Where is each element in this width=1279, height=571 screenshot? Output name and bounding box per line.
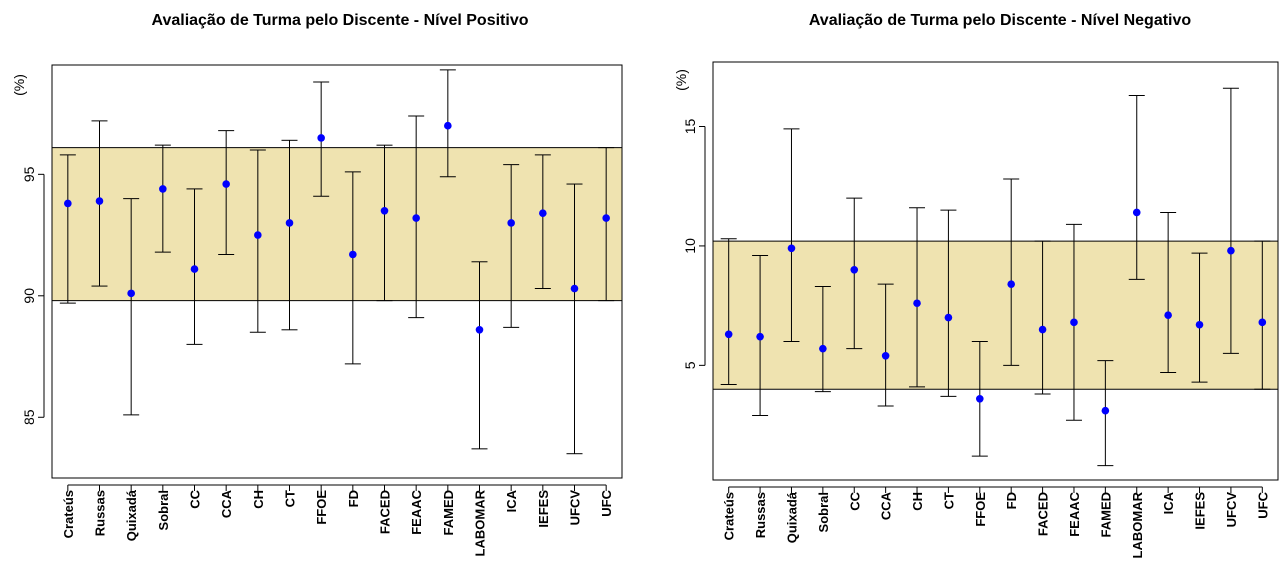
x-tick-label: CC	[188, 489, 203, 508]
x-tick-label: UFC	[1255, 491, 1270, 518]
x-tick-label: CT	[283, 490, 298, 507]
x-tick-label: LABOMAR	[1130, 491, 1145, 558]
chart-negative: Avaliação de Turma pelo Discente - Nível…	[673, 12, 1279, 558]
x-tick-label: LABOMAR	[473, 489, 488, 556]
data-point	[913, 299, 921, 308]
y-tick-label: 15	[682, 118, 698, 134]
x-tick-label: FAMED	[441, 490, 456, 536]
x-tick-label: Russas	[753, 492, 768, 538]
reference-band	[713, 241, 1278, 390]
x-tick-label: FEAAC	[409, 489, 424, 534]
x-tick-label: FD	[346, 490, 361, 507]
x-tick-label: IEFES	[1193, 492, 1208, 530]
x-tick-label: FACED	[1036, 492, 1051, 536]
data-point	[444, 121, 452, 130]
data-point	[507, 219, 515, 227]
data-point	[1227, 246, 1235, 255]
y-axis-unit: (%)	[11, 74, 27, 96]
x-tick-label: Crateús	[722, 492, 737, 540]
chart-title: Avaliação de Turma pelo Discente - Nível…	[151, 12, 528, 29]
data-point	[412, 214, 420, 222]
x-tick-label: Russas	[93, 490, 108, 536]
x-tick-label: Quixadá	[124, 489, 139, 541]
data-point	[881, 351, 890, 360]
data-point	[570, 284, 579, 293]
x-tick-label: UFCV	[1224, 492, 1239, 528]
chart-positive: Avaliação de Turma pelo Discente - Nível…	[11, 12, 623, 556]
data-point	[64, 199, 72, 208]
x-tick-label: CCA	[219, 489, 234, 518]
data-point	[1258, 318, 1267, 327]
x-tick-label: ICA	[504, 489, 519, 512]
data-point	[1132, 208, 1141, 217]
data-point	[539, 209, 547, 217]
plot-frame	[712, 61, 1279, 481]
y-tick-label: 90	[21, 288, 37, 304]
data-point	[285, 219, 294, 227]
data-point	[1101, 406, 1110, 415]
x-tick-label: ICA	[1161, 491, 1176, 514]
data-point	[127, 289, 135, 298]
data-point	[724, 330, 733, 339]
x-tick-label: CCA	[879, 491, 894, 520]
data-point	[222, 180, 230, 188]
data-point	[475, 326, 484, 334]
data-point	[1195, 320, 1204, 329]
data-point	[787, 244, 796, 253]
x-tick-label: FFOE	[314, 490, 329, 525]
data-point	[380, 206, 389, 215]
y-tick-label: 85	[21, 409, 37, 425]
x-tick-label: CC	[847, 491, 862, 510]
x-tick-label: FFOE	[973, 492, 988, 527]
data-point	[1070, 318, 1078, 327]
x-tick-label: IEFES	[536, 490, 551, 528]
data-point	[1164, 311, 1172, 319]
x-tick-label: CH	[251, 490, 266, 509]
x-tick-label: CT	[941, 492, 956, 509]
y-tick-label: 95	[21, 166, 37, 182]
y-tick-label: 10	[682, 238, 698, 254]
x-tick-label: FACED	[378, 490, 393, 534]
data-point	[850, 266, 859, 274]
data-point	[819, 344, 827, 353]
x-tick-label: FD	[1004, 492, 1019, 509]
y-tick-label: 5	[682, 361, 698, 369]
data-point	[317, 134, 325, 142]
x-tick-label: CH	[910, 492, 925, 511]
x-tick-label: FEAAC	[1067, 491, 1082, 536]
x-tick-label: Sobral	[156, 490, 171, 530]
plot-frame	[51, 64, 623, 479]
data-point	[254, 231, 262, 239]
data-point	[159, 185, 167, 193]
x-tick-label: UFCV	[568, 490, 583, 526]
y-axis-unit: (%)	[673, 69, 689, 91]
x-tick-label: Quixadá	[784, 491, 799, 543]
data-point	[944, 313, 953, 322]
chart-title: Avaliação de Turma pelo Discente - Nível…	[809, 12, 1192, 29]
data-point	[1007, 280, 1015, 288]
x-tick-label: FAMED	[1098, 492, 1113, 538]
reference-band	[52, 147, 622, 301]
data-point	[95, 197, 104, 205]
data-point	[1038, 325, 1047, 334]
data-point	[976, 394, 984, 403]
data-point	[756, 332, 764, 341]
x-tick-label: Crateús	[61, 490, 76, 538]
x-tick-label: Sobral	[816, 492, 831, 532]
data-point	[190, 265, 199, 273]
data-point	[349, 250, 357, 259]
data-point	[602, 214, 610, 222]
x-tick-label: UFC	[599, 489, 614, 516]
